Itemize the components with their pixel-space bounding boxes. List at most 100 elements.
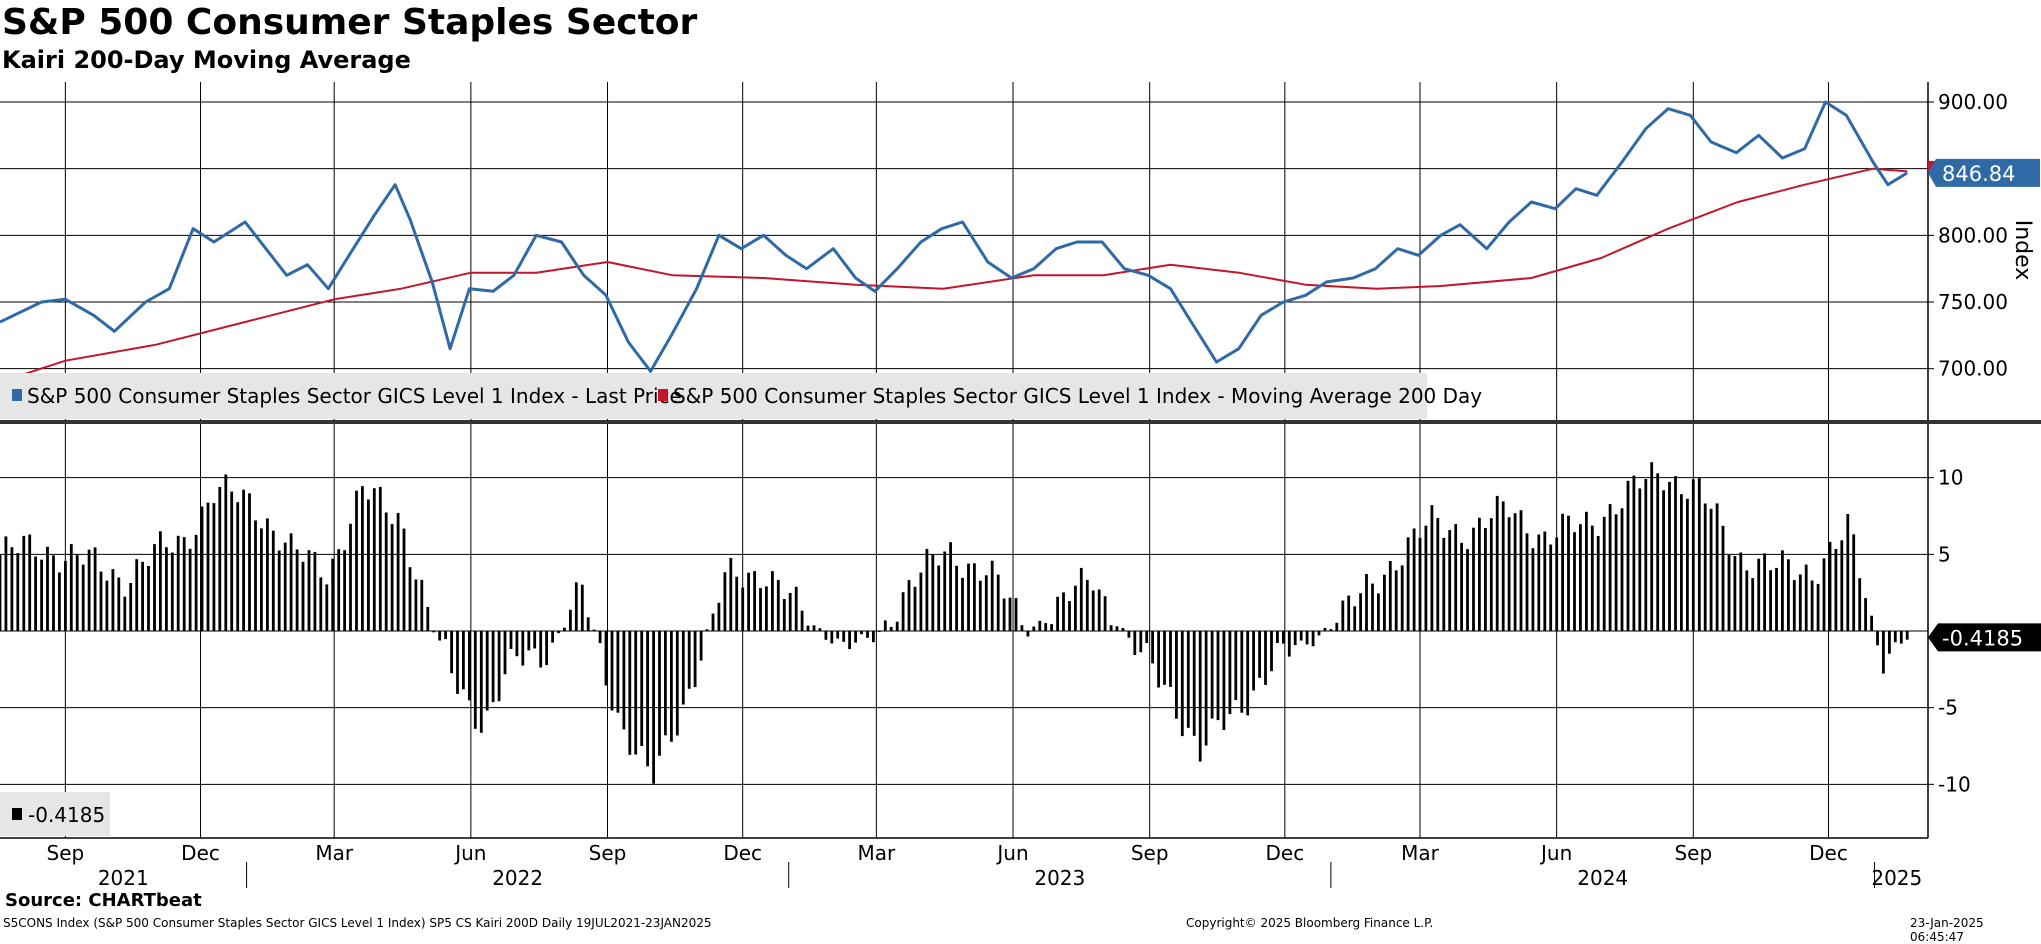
kairi-bar <box>1293 631 1297 646</box>
kairi-bar <box>1210 631 1214 719</box>
kairi-bar <box>1418 537 1422 631</box>
kairi-bar <box>1739 552 1743 631</box>
kairi-bar <box>866 631 869 638</box>
kairi-bar <box>1608 504 1612 631</box>
kairi-bar <box>1745 570 1749 631</box>
kairi-bar <box>1074 585 1077 631</box>
kairi-bar <box>1192 631 1196 736</box>
kairi-bar <box>711 613 715 631</box>
kairi-bar <box>432 631 436 633</box>
kairi-bar <box>1002 598 1006 631</box>
kairi-bar <box>1329 629 1333 631</box>
month-label-1: Dec <box>181 841 220 865</box>
kairi-bar <box>1709 508 1713 631</box>
kairi-bar <box>503 631 507 675</box>
kairi-bar <box>58 572 61 631</box>
kairi-bar <box>1864 598 1867 631</box>
kairi-bar <box>1454 524 1458 631</box>
kairi-bar <box>277 550 281 631</box>
kairi-bar <box>616 631 620 713</box>
kairi-bar <box>1555 537 1559 631</box>
chart-subtitle: Kairi 200-Day Moving Average <box>2 46 411 74</box>
kairi-bar <box>468 631 471 701</box>
kairi-bar <box>931 554 935 631</box>
kairi-bar <box>69 544 73 631</box>
kairi-bar <box>1044 623 1048 631</box>
kairi-bar <box>1834 549 1838 631</box>
kairi-bar <box>1151 631 1154 664</box>
kairi-bar <box>1537 534 1541 631</box>
kairi-bar <box>646 631 649 767</box>
kairi-bar <box>753 571 756 631</box>
kairi-bar <box>1371 583 1374 631</box>
kairi-bar <box>1157 631 1160 688</box>
kairi-bar <box>984 575 988 631</box>
kairi-bar <box>22 535 26 631</box>
kairi-bar <box>1876 631 1879 646</box>
kairi-bar <box>1519 510 1523 631</box>
kairi-bars <box>0 462 1909 784</box>
kairi-bar <box>378 486 382 631</box>
kairi-bar <box>658 631 661 756</box>
ytick-label-bottom-3: 10 <box>1938 466 1963 490</box>
kairi-bar <box>717 602 721 631</box>
kairi-bar <box>580 584 584 631</box>
kairi-bar <box>622 631 626 730</box>
kairi-bar <box>681 631 685 705</box>
kairi-bar <box>1448 530 1452 631</box>
kairi-bar <box>1341 600 1345 631</box>
moving-average-line <box>0 167 1908 383</box>
kairi-bar <box>64 560 67 631</box>
kairi-bar <box>907 580 911 631</box>
kairi-bar <box>1792 580 1796 631</box>
kairi-bar <box>1484 528 1487 631</box>
kairi-bar <box>569 609 572 631</box>
kairi-bar <box>1567 515 1570 631</box>
kairi-bar <box>670 631 673 742</box>
kairi-bar <box>135 559 139 631</box>
kairi-bar <box>1466 549 1469 631</box>
chart-title: S&P 500 Consumer Staples Sector <box>2 2 698 43</box>
kairi-bar <box>462 631 465 690</box>
kairi-bar <box>598 631 602 644</box>
month-label-6: Mar <box>857 841 896 865</box>
legend-label-ma: S&P 500 Consumer Staples Sector GICS Lev… <box>673 384 1482 408</box>
kairi-bar <box>266 518 269 631</box>
kairi-bar <box>426 607 430 631</box>
kairi-bar <box>990 560 994 631</box>
kairi-bar <box>129 583 133 631</box>
kairi-bar <box>301 561 305 631</box>
kairi-bar <box>521 631 525 666</box>
kairi-bar <box>1442 537 1446 631</box>
kairi-bar <box>1727 555 1731 631</box>
price-last-tag <box>1928 158 2040 187</box>
kairi-bar <box>1282 631 1285 644</box>
kairi-bar <box>40 559 43 631</box>
kairi-bar <box>497 631 501 702</box>
kairi-bar <box>693 631 697 688</box>
month-label-12: Sep <box>1674 841 1712 865</box>
kairi-bar <box>1513 513 1517 631</box>
kairi-bar <box>1460 542 1463 631</box>
kairi-bar <box>937 565 941 631</box>
month-label-13: Dec <box>1809 841 1848 865</box>
kairi-bar <box>1050 624 1053 631</box>
kairi-bar <box>1246 631 1250 716</box>
kairi-bar <box>99 571 103 631</box>
kairi-bar <box>444 631 447 640</box>
kairi-bar <box>479 631 483 733</box>
kairi-bar <box>402 528 406 631</box>
kairi-bar <box>1590 525 1594 631</box>
legend-bottom: -0.4185 <box>0 792 110 836</box>
kairi-bar <box>1816 583 1820 631</box>
y-axis-label: Index <box>2010 220 2035 281</box>
kairi-bar <box>913 586 917 631</box>
kairi-bar <box>1691 479 1695 631</box>
price-last-value: 846.84 <box>1942 162 2015 186</box>
kairi-bar <box>1121 628 1125 631</box>
month-label-5: Dec <box>723 841 762 865</box>
kairi-bar <box>812 625 816 631</box>
kairi-bar <box>1097 589 1101 631</box>
kairi-bar <box>105 580 109 631</box>
